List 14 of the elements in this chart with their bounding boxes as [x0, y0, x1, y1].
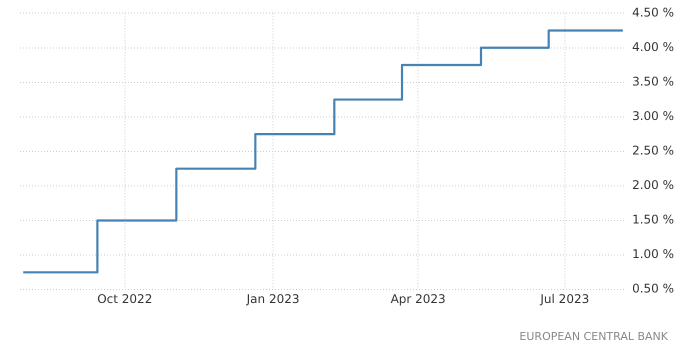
- y-tick-label: 4.00 %: [632, 40, 674, 54]
- y-tick-label: 2.50 %: [632, 144, 674, 158]
- y-tick-label: 1.50 %: [632, 212, 674, 227]
- y-tick-label: 4.50 %: [632, 5, 674, 20]
- y-tick-label: 0.50 %: [632, 282, 674, 296]
- y-tick-label: 3.00 %: [632, 108, 674, 123]
- y-tick-label: 1.00 %: [632, 247, 674, 262]
- x-tick-label: Jul 2023: [539, 292, 590, 306]
- y-tick-label: 2.00 %: [632, 178, 674, 192]
- x-tick-label: Oct 2022: [97, 292, 152, 306]
- x-tick-label: Jan 2023: [246, 292, 300, 306]
- y-tick-label: 3.50 %: [632, 74, 674, 88]
- text: EUROPEAN CENTRAL BANK: [519, 330, 669, 343]
- x-tick-label: Apr 2023: [390, 292, 446, 306]
